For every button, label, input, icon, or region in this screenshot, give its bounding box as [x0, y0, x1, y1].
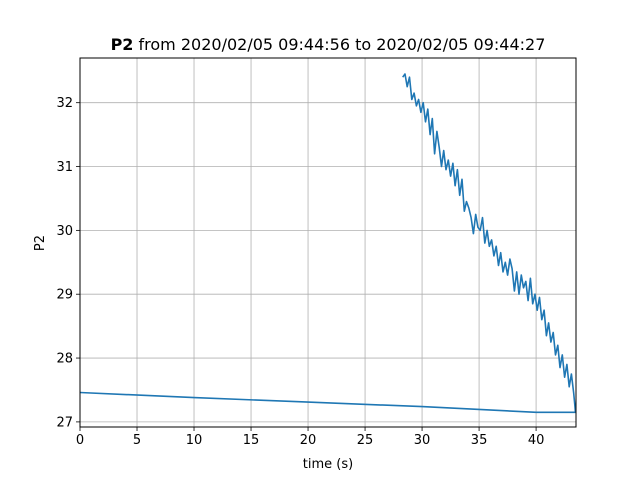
x-tick-label: 40	[528, 433, 545, 448]
x-tick-label: 30	[414, 433, 431, 448]
y-tick-label: 28	[56, 352, 73, 367]
x-tick-label: 5	[133, 433, 141, 448]
y-tick-label: 27	[56, 415, 73, 430]
data-series	[79, 73, 577, 414]
series-line	[79, 73, 577, 414]
x-tick-label: 25	[357, 433, 374, 448]
chart-title-bold: P2	[111, 35, 134, 54]
x-tick-label: 15	[243, 433, 260, 448]
grid-lines	[79, 58, 576, 427]
x-tick-label: 20	[300, 433, 317, 448]
chart-title: P2 from 2020/02/05 09:44:56 to 2020/02/0…	[111, 35, 546, 54]
y-axis-label: P2	[33, 235, 48, 251]
plot-frame	[79, 57, 577, 428]
x-tick-label: 0	[76, 433, 84, 448]
x-tick-label: 35	[471, 433, 488, 448]
y-tick-label: 31	[56, 160, 73, 175]
chart-title-rest: from 2020/02/05 09:44:56 to 2020/02/05 0…	[133, 35, 545, 54]
y-tick-label: 32	[56, 96, 73, 111]
y-tick-label: 30	[56, 224, 73, 239]
y-tick-label: 29	[56, 288, 73, 303]
x-axis-label: time (s)	[303, 457, 353, 472]
y-axis-ticks: 27 28 29 30 31 32	[56, 96, 80, 430]
x-axis-ticks: 0 5 10 15 20 25 30 35 40	[76, 427, 545, 448]
x-tick-label: 10	[186, 433, 203, 448]
